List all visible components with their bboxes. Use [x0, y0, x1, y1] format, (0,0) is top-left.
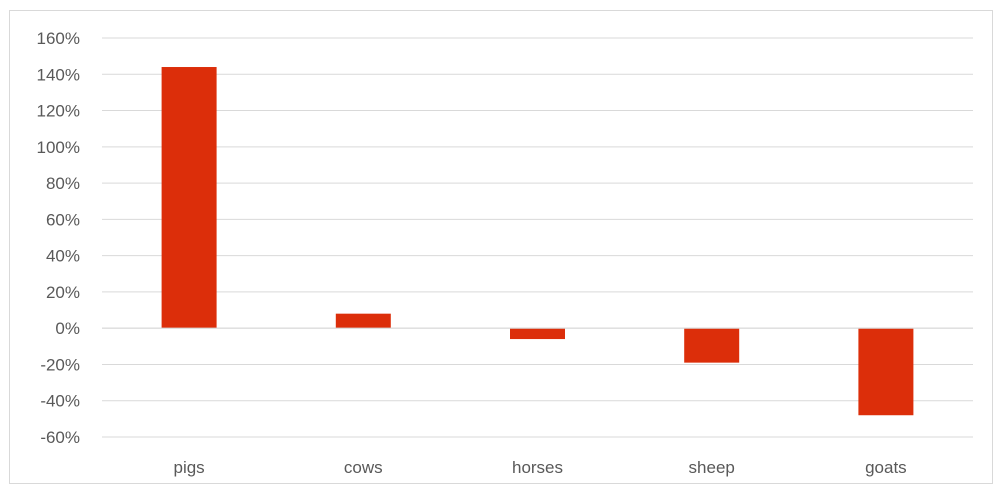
y-axis-tick-labels: 160% 140% 120% 100% 80% 60% 40% 20% 0% -20% -40% -6…: [37, 29, 80, 447]
category-label-sheep: sheep: [689, 458, 735, 477]
category-label-cows: cows: [344, 458, 383, 477]
x-axis-category-labels: pigs cows horses sheep goats: [174, 458, 907, 477]
y-tick-label: 0%: [55, 319, 80, 338]
y-tick-label: 40%: [46, 247, 80, 266]
y-tick-label: 120%: [37, 102, 80, 121]
y-tick-label: 20%: [46, 283, 80, 302]
category-label-horses: horses: [512, 458, 563, 477]
bar-horses: [510, 328, 565, 340]
y-tick-label: -40%: [40, 392, 80, 411]
y-tick-label: 140%: [37, 65, 80, 84]
bar-pigs: [161, 67, 217, 329]
category-label-pigs: pigs: [174, 458, 205, 477]
grid-lines: [102, 37, 973, 438]
y-tick-label: -60%: [40, 428, 80, 447]
y-tick-label: 80%: [46, 174, 80, 193]
y-tick-label: 100%: [37, 138, 80, 157]
bar-goats: [858, 328, 914, 416]
y-tick-label: -20%: [40, 355, 80, 374]
category-label-goats: goats: [865, 458, 907, 477]
bars: [161, 67, 914, 416]
y-tick-label: 160%: [37, 29, 80, 48]
bar-cows: [335, 313, 391, 329]
y-tick-label: 60%: [46, 210, 80, 229]
bar-sheep: [684, 328, 740, 363]
